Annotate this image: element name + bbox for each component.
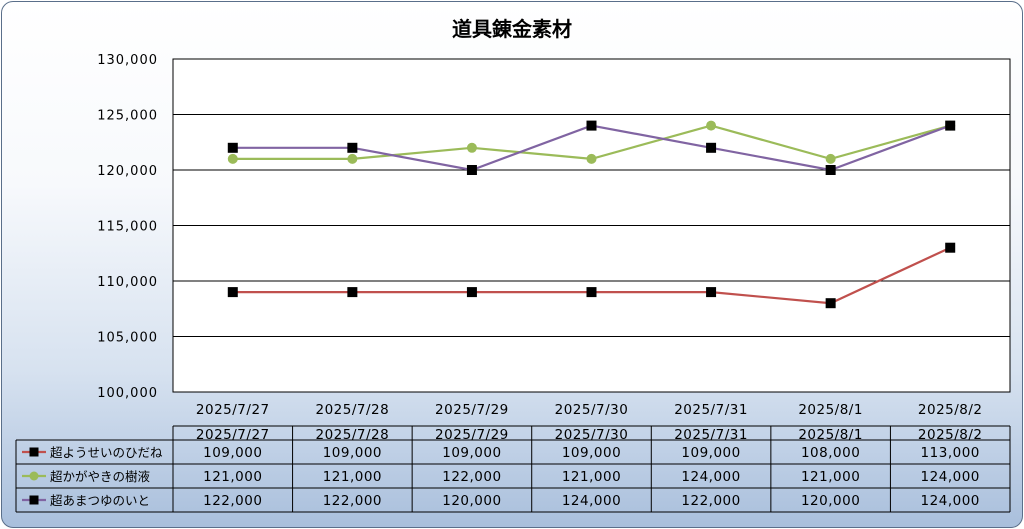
data-label: 121,000 <box>801 469 860 485</box>
table-header-cell: 2025/7/27 <box>196 427 270 443</box>
table-header-cell: 2025/7/30 <box>555 427 629 443</box>
legend-series-name: 超ようせいのひだね <box>50 445 163 460</box>
data-label: 124,000 <box>921 469 980 485</box>
data-point <box>347 287 358 298</box>
data-label: 120,000 <box>442 493 501 509</box>
data-point <box>945 120 956 131</box>
data-label: 120,000 <box>801 493 860 509</box>
table-header-cell: 2025/8/2 <box>918 427 983 443</box>
table-header-cell: 2025/7/31 <box>674 427 748 443</box>
x-tick-label: 2025/7/30 <box>555 402 629 418</box>
data-label: 113,000 <box>921 445 980 461</box>
data-point <box>945 242 956 253</box>
data-label: 124,000 <box>562 493 621 509</box>
data-point <box>466 287 477 298</box>
x-tick-label: 2025/8/2 <box>918 402 983 418</box>
data-point <box>227 287 238 298</box>
y-tick-label: 130,000 <box>97 53 158 68</box>
data-label: 121,000 <box>323 469 382 485</box>
legend-key-marker <box>29 447 39 457</box>
y-tick-label: 110,000 <box>97 275 158 290</box>
data-label: 121,000 <box>562 469 621 485</box>
data-label: 122,000 <box>323 493 382 509</box>
plot-area: 100,000 105,000 110,000 115,000 120,000 125,0… <box>97 53 1011 418</box>
data-point <box>586 153 597 164</box>
data-label: 124,000 <box>681 469 740 485</box>
data-point <box>347 153 358 164</box>
x-tick-label: 2025/7/31 <box>674 402 748 418</box>
data-point <box>825 153 836 164</box>
table-header-cell: 2025/7/28 <box>315 427 389 443</box>
data-point <box>706 142 717 153</box>
data-point <box>227 153 238 164</box>
data-point <box>466 142 477 153</box>
table-header-cell: 2025/7/29 <box>435 427 509 443</box>
data-label: 109,000 <box>681 445 740 461</box>
data-label: 109,000 <box>442 445 501 461</box>
data-point <box>706 287 717 298</box>
data-label: 122,000 <box>681 493 740 509</box>
legend-series-name: 超あまつゆのいと <box>50 493 150 508</box>
table-header-cell: 2025/8/1 <box>798 427 863 443</box>
data-point <box>466 165 477 175</box>
y-tick-label: 105,000 <box>97 331 158 346</box>
data-label: 121,000 <box>203 469 262 485</box>
data-point <box>825 165 836 175</box>
y-tick-label: 125,000 <box>97 109 158 124</box>
chart-title: 道具錬金素材 <box>452 17 572 41</box>
data-point <box>586 287 597 298</box>
data-point <box>586 120 597 131</box>
data-point <box>706 120 717 131</box>
data-label: 109,000 <box>203 445 262 461</box>
data-label: 122,000 <box>442 469 501 485</box>
data-point <box>227 142 238 153</box>
y-tick-label: 115,000 <box>97 220 158 235</box>
x-tick-label: 2025/8/1 <box>798 402 863 418</box>
x-tick-label: 2025/7/29 <box>435 402 509 418</box>
data-point <box>825 298 836 309</box>
x-tick-label: 2025/7/27 <box>196 402 270 418</box>
y-tick-label: 120,000 <box>97 164 158 179</box>
data-label: 109,000 <box>323 445 382 461</box>
x-tick-label: 2025/7/28 <box>315 402 389 418</box>
data-label: 109,000 <box>562 445 621 461</box>
y-tick-label: 100,000 <box>97 386 158 401</box>
legend-key-marker <box>29 495 39 505</box>
data-label: 108,000 <box>801 445 860 461</box>
data-table: 2025/7/27 2025/7/28 2025/7/29 2025/7/30 2025… <box>15 425 1011 513</box>
data-point <box>347 142 358 153</box>
legend-series-name: 超かがやきの樹液 <box>50 469 151 484</box>
data-label: 122,000 <box>203 493 262 509</box>
data-label: 124,000 <box>921 493 980 509</box>
legend-key-marker <box>29 471 39 481</box>
